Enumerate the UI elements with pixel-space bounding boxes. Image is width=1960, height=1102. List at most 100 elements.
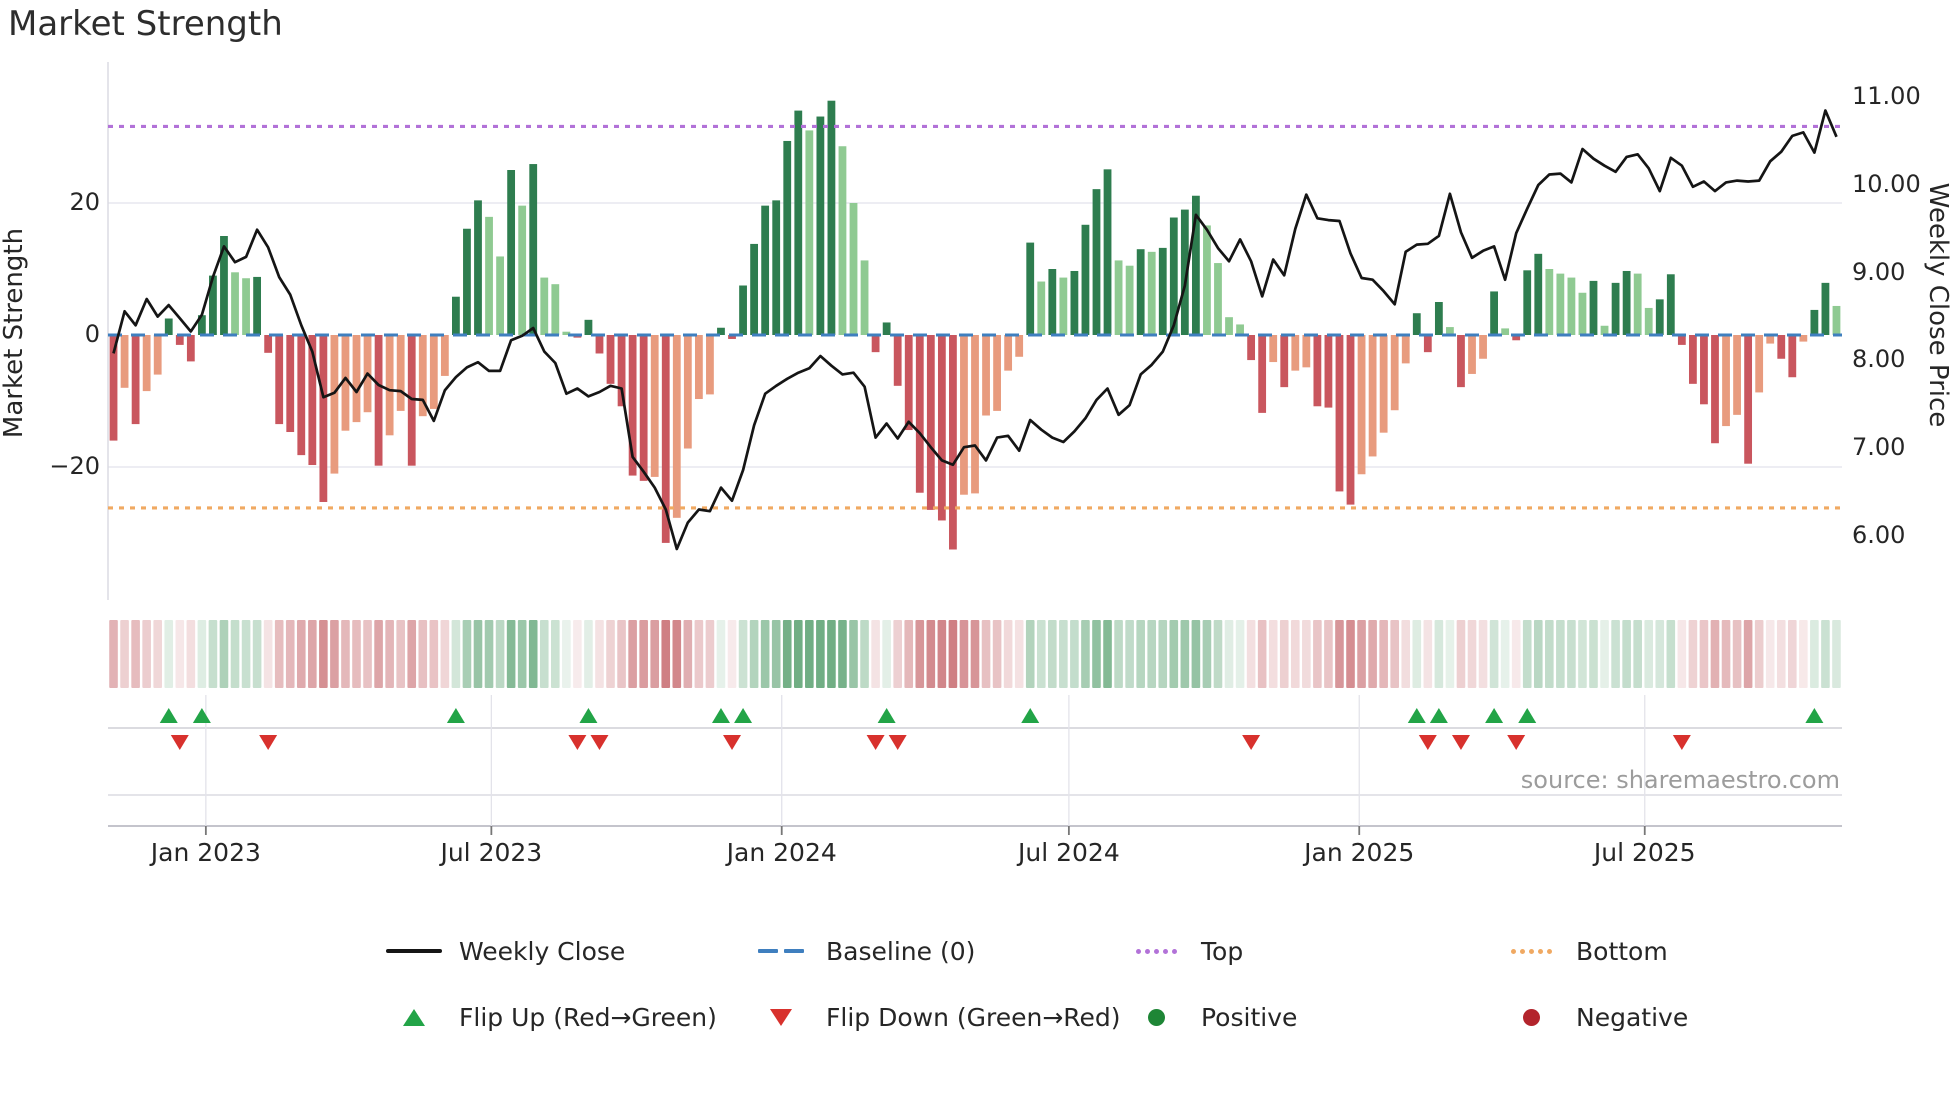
- strength-bar: [1556, 273, 1565, 335]
- negative-dot-icon: [1500, 1008, 1562, 1026]
- strength-bar: [1114, 260, 1123, 335]
- strength-bar: [1457, 335, 1465, 388]
- strength-bar: [717, 327, 725, 335]
- flip-down-marker: [723, 735, 742, 750]
- heatmap-cell: [1810, 620, 1819, 688]
- strength-bar: [1666, 274, 1675, 335]
- heatmap-cell: [418, 620, 428, 688]
- heatmap-cell: [153, 620, 163, 688]
- strength-bar: [109, 335, 118, 441]
- heatmap-cell: [937, 620, 947, 688]
- strength-bar: [551, 284, 560, 335]
- strength-bar: [474, 200, 482, 335]
- heatmap-cell: [296, 620, 306, 688]
- heatmap-cell: [992, 620, 1002, 688]
- strength-bar: [341, 335, 350, 431]
- strength-bar: [871, 335, 880, 353]
- flip-up-marker: [159, 708, 178, 723]
- strength-bar: [1512, 335, 1521, 341]
- strength-bar: [1644, 307, 1653, 335]
- heatmap-cell: [473, 620, 483, 688]
- heatmap-cell: [407, 620, 417, 688]
- heatmap-cell: [1390, 620, 1399, 688]
- heatmap-cell: [1279, 620, 1289, 688]
- heatmap-cell: [1169, 620, 1179, 688]
- flip-down-marker: [1451, 735, 1470, 750]
- heatmap-cell: [1324, 620, 1333, 688]
- heatmap-cell: [374, 620, 383, 688]
- strength-bar: [672, 335, 681, 518]
- heatmap-cell: [429, 620, 439, 688]
- heatmap-cell: [1622, 620, 1631, 688]
- heatmap-cell: [1710, 620, 1720, 688]
- strength-bar: [849, 203, 858, 335]
- flip-up-marker: [877, 708, 896, 723]
- heatmap-cell: [694, 620, 704, 688]
- heatmap-cell: [1500, 620, 1510, 688]
- legend-label: Flip Down (Green→Red): [826, 1002, 1121, 1032]
- strength-bar: [275, 335, 284, 425]
- strength-bar: [1147, 251, 1156, 335]
- heatmap-cell: [1533, 620, 1543, 688]
- strength-bar: [1677, 335, 1686, 345]
- heatmap-cell: [528, 620, 538, 688]
- left-axis-tick-label: 0: [84, 320, 100, 348]
- strength-bar: [971, 335, 979, 494]
- legend-label: Baseline (0): [826, 936, 976, 966]
- heatmap-cell: [506, 620, 516, 688]
- flip-up-marker: [192, 708, 211, 723]
- positive-dot-icon: [1125, 1008, 1187, 1026]
- heatmap-cell: [1821, 620, 1830, 688]
- strength-bar: [639, 335, 648, 481]
- heatmap-cell: [1600, 620, 1609, 688]
- flip-down-marker: [590, 735, 609, 750]
- heatmap-cell: [805, 620, 814, 688]
- flip-up-triangle-icon: [383, 1008, 445, 1026]
- strength-bar: [529, 164, 538, 335]
- heatmap-cell: [1025, 620, 1035, 688]
- heatmap-cell: [1059, 620, 1068, 688]
- heatmap-cell: [120, 620, 129, 688]
- heatmap-cell: [1732, 620, 1742, 688]
- flip-up-marker: [734, 708, 753, 723]
- weekly-close-line-swatch: [383, 949, 445, 953]
- strength-bar: [1125, 265, 1134, 335]
- x-axis-tick-label: Jan 2023: [150, 838, 261, 867]
- strength-bar: [1136, 249, 1145, 335]
- strength-bar: [485, 216, 493, 335]
- heatmap-cell: [871, 620, 880, 688]
- strength-bar: [926, 335, 935, 510]
- heatmap-cell: [782, 620, 792, 688]
- strength-bar: [297, 335, 306, 456]
- strength-bar: [1015, 335, 1024, 357]
- strength-bar: [220, 236, 228, 335]
- strength-bar: [960, 335, 968, 495]
- strength-bar: [650, 335, 659, 477]
- heatmap-cell: [893, 620, 902, 688]
- heatmap-cell: [661, 620, 671, 688]
- strength-bar: [1722, 335, 1730, 427]
- heatmap-cell: [175, 620, 185, 688]
- heatmap-cell: [1246, 620, 1256, 688]
- strength-bar: [264, 335, 273, 353]
- heatmap-cell: [793, 620, 803, 688]
- heatmap-cell: [495, 620, 505, 688]
- heatmap-cell: [1268, 620, 1278, 688]
- heatmap-cell: [1743, 620, 1753, 688]
- heatmap-cell: [904, 620, 914, 688]
- legend-item-weekly-close: Weekly Close: [383, 934, 625, 968]
- heatmap-cell: [1699, 620, 1709, 688]
- strength-bar: [761, 205, 770, 335]
- heatmap-cell: [727, 620, 737, 688]
- heatmap-cell: [1114, 620, 1123, 688]
- strength-bar: [706, 335, 714, 395]
- strength-bar: [507, 170, 516, 335]
- x-axis-tick-label: Jan 2024: [726, 838, 837, 867]
- flip-up-marker: [579, 708, 598, 723]
- strength-bar: [452, 296, 460, 335]
- flip-down-marker: [888, 735, 907, 750]
- heatmap-cell: [308, 620, 317, 688]
- heatmap-cell: [186, 620, 196, 688]
- flip-down-marker: [1507, 735, 1526, 750]
- heatmap-cell: [1224, 620, 1234, 688]
